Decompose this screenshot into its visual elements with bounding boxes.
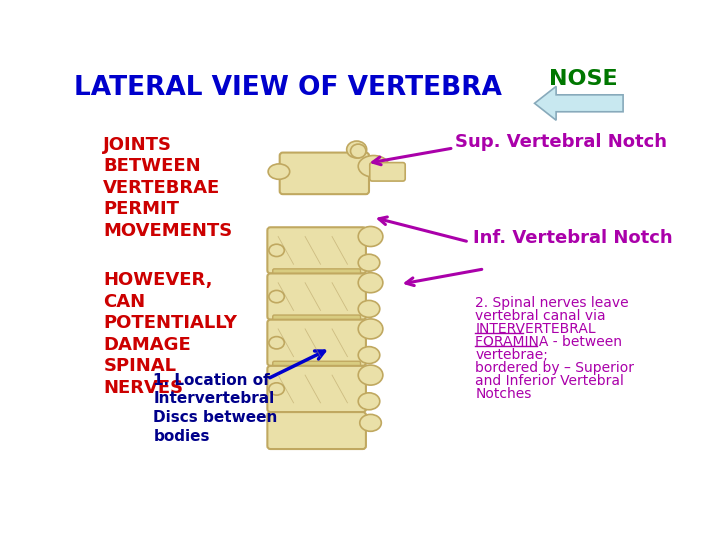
FancyBboxPatch shape	[267, 273, 366, 320]
Ellipse shape	[359, 393, 379, 410]
Ellipse shape	[269, 291, 284, 303]
FancyBboxPatch shape	[267, 366, 366, 412]
FancyBboxPatch shape	[267, 320, 366, 366]
Text: JOINTS
BETWEEN
VERTEBRAE
PERMIT
MOVEMENTS: JOINTS BETWEEN VERTEBRAE PERMIT MOVEMENT…	[104, 136, 233, 240]
Text: LATERAL VIEW OF VERTEBRA: LATERAL VIEW OF VERTEBRA	[74, 75, 502, 101]
Text: vertebral canal via: vertebral canal via	[475, 309, 606, 323]
Ellipse shape	[359, 226, 383, 247]
Ellipse shape	[269, 383, 284, 395]
Ellipse shape	[269, 244, 284, 256]
FancyBboxPatch shape	[279, 153, 369, 194]
Text: vertebrae;: vertebrae;	[475, 348, 548, 362]
Text: bordered by – Superior: bordered by – Superior	[475, 361, 634, 375]
Text: Sup. Vertebral Notch: Sup. Vertebral Notch	[455, 133, 667, 151]
Ellipse shape	[359, 365, 383, 385]
Ellipse shape	[359, 319, 383, 339]
Ellipse shape	[351, 144, 366, 158]
Text: 1. Location of
Intervertebral
Discs between
bodies: 1. Location of Intervertebral Discs betw…	[153, 373, 278, 443]
Ellipse shape	[268, 164, 289, 179]
FancyBboxPatch shape	[370, 163, 405, 181]
Text: NOSE: NOSE	[549, 69, 617, 89]
Ellipse shape	[359, 156, 389, 177]
Text: FORAMINA - between: FORAMINA - between	[475, 335, 622, 349]
Polygon shape	[534, 86, 623, 120]
Ellipse shape	[269, 336, 284, 349]
Ellipse shape	[359, 254, 379, 271]
FancyBboxPatch shape	[267, 227, 366, 273]
FancyBboxPatch shape	[273, 315, 361, 325]
Ellipse shape	[359, 273, 383, 293]
Text: INTERVERTEBRAL: INTERVERTEBRAL	[475, 322, 596, 336]
Ellipse shape	[359, 347, 379, 363]
Text: and Inferior Vertebral: and Inferior Vertebral	[475, 374, 624, 388]
Text: HOWEVER,
CAN
POTENTIALLY
DAMAGE
SPINAL
NERVES: HOWEVER, CAN POTENTIALLY DAMAGE SPINAL N…	[104, 271, 238, 397]
Text: Notches: Notches	[475, 387, 531, 401]
Text: Inf. Vertebral Notch: Inf. Vertebral Notch	[473, 229, 672, 247]
Ellipse shape	[360, 414, 382, 431]
FancyBboxPatch shape	[267, 412, 366, 449]
FancyBboxPatch shape	[273, 269, 361, 278]
Ellipse shape	[359, 300, 379, 318]
Ellipse shape	[346, 141, 366, 158]
Text: 2. Spinal nerves leave: 2. Spinal nerves leave	[475, 296, 629, 310]
FancyBboxPatch shape	[273, 361, 361, 370]
